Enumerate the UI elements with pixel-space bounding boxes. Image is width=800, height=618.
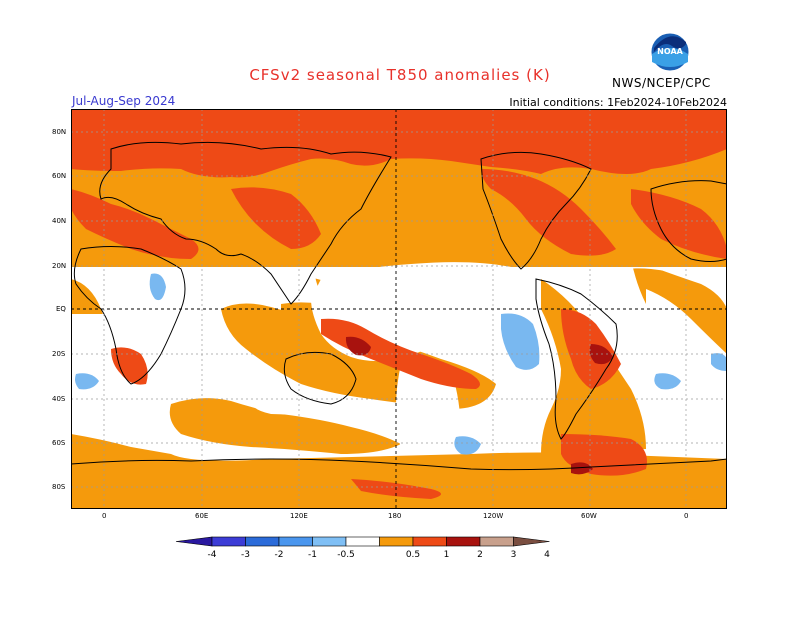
lon-label: 60W — [581, 512, 597, 520]
colorbar-swatch — [379, 536, 414, 547]
colorbar-max-arrow — [513, 536, 550, 547]
lon-label: 120E — [290, 512, 308, 520]
lat-label: 60N — [52, 172, 67, 180]
colorbar-swatch — [211, 536, 246, 547]
colorbar-swatch — [278, 536, 313, 547]
logo-text: NOAA — [657, 47, 683, 56]
lon-label: 60E — [195, 512, 209, 520]
agency-label: NWS/NCEP/CPC — [612, 76, 711, 90]
lat-label: 40S — [52, 395, 66, 403]
lon-label: 0 — [684, 512, 689, 520]
season-label: Jul-Aug-Sep 2024 — [72, 94, 176, 108]
colorbar-label: -1 — [308, 550, 317, 560]
colorbar-label: -2 — [275, 550, 284, 560]
lat-axis: 80N 60N 40N 20N EQ 20S 40S 60S 80S — [52, 109, 72, 509]
map-title: CFSv2 seasonal T850 anomalies (K) — [249, 66, 551, 84]
colorbar-label: 3 — [511, 550, 517, 560]
lon-label: 120W — [483, 512, 504, 520]
colorbar-label: -0.5 — [337, 550, 355, 560]
colorbar-label: 1 — [444, 550, 450, 560]
lat-label: 20N — [52, 262, 67, 270]
lat-label: 80S — [52, 483, 66, 491]
lat-label: 20S — [52, 350, 66, 358]
lat-label: 40N — [52, 217, 67, 225]
colorbar-label: 2 — [477, 550, 483, 560]
colorbar-min-arrow — [175, 536, 213, 547]
coastlines — [71, 141, 727, 471]
colorbar-swatch — [245, 536, 280, 547]
colorbar-label: 0.5 — [406, 550, 420, 560]
anomaly-neg-cool-regions — [75, 273, 727, 455]
initial-conditions-label: Initial conditions: 1Feb2024-10Feb2024 — [509, 96, 727, 109]
map-frame — [71, 109, 727, 509]
colorbar-label: -3 — [241, 550, 250, 560]
noaa-logo-icon: NOAA — [650, 32, 690, 72]
lat-label: 80N — [52, 128, 67, 136]
colorbar-swatch — [312, 536, 347, 547]
colorbar-swatch — [345, 536, 380, 547]
t850-anomaly-map — [71, 109, 727, 509]
colorbar-label: -4 — [208, 550, 217, 560]
colorbar-labels: -4 -3 -2 -1 -0.5 0.5 1 2 3 4 — [208, 550, 551, 560]
lon-label: 0 — [102, 512, 107, 520]
lat-label: EQ — [56, 305, 66, 313]
colorbar-label: 4 — [544, 550, 550, 560]
colorbar-swatch — [479, 536, 514, 547]
lat-label: 60S — [52, 439, 66, 447]
colorbar-swatches — [175, 536, 550, 547]
lon-axis: 0 60E 120E 180 120W 60W 0 — [71, 512, 727, 524]
lon-label: 180 — [388, 512, 402, 520]
colorbar-swatch — [412, 536, 447, 547]
colorbar-swatch — [446, 536, 481, 547]
